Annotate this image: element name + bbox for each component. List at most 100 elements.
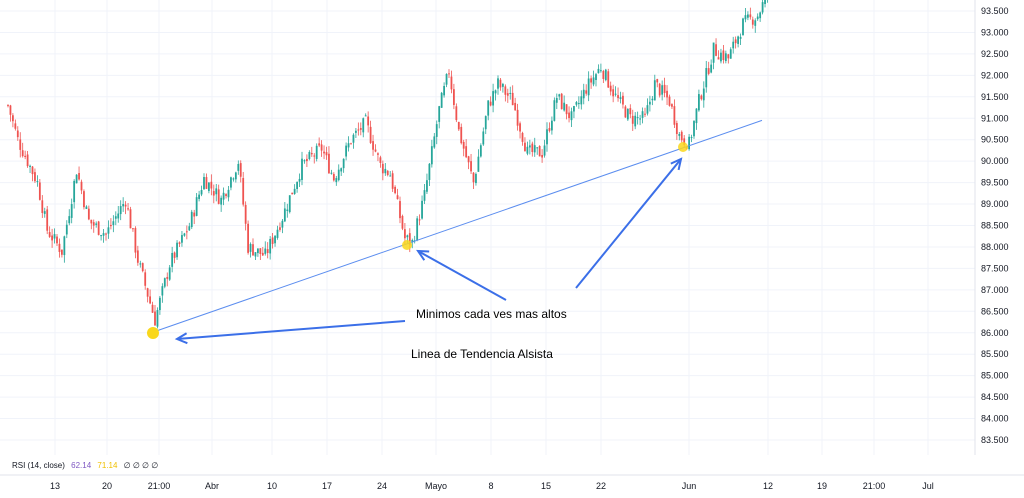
candle-body bbox=[43, 211, 46, 214]
candle-body bbox=[73, 180, 76, 203]
candle-body bbox=[580, 96, 583, 105]
candle-body bbox=[467, 156, 470, 163]
candle-body bbox=[688, 136, 690, 150]
price-tick-label: 85.500 bbox=[981, 349, 1009, 359]
price-tick-label: 86.500 bbox=[981, 306, 1009, 316]
candle-body bbox=[105, 233, 107, 235]
time-axis[interactable]: 13 20 21:00 Abr 10 17 24 Mayo 8 15 22 Jun 12 19 21:00 J… bbox=[50, 481, 934, 491]
candle-body bbox=[724, 53, 727, 62]
candle-body bbox=[720, 52, 722, 62]
candle-body bbox=[433, 136, 436, 148]
candle-body bbox=[695, 108, 698, 124]
candle-body bbox=[619, 97, 622, 100]
candle-body bbox=[646, 105, 649, 114]
candle-body bbox=[171, 252, 174, 267]
candle-body bbox=[379, 157, 382, 163]
candle-body bbox=[457, 121, 460, 130]
candle-body bbox=[421, 200, 423, 219]
candle-body bbox=[61, 249, 63, 255]
arrow-head bbox=[416, 249, 430, 261]
candle-body bbox=[401, 215, 404, 229]
candle-body bbox=[276, 229, 279, 238]
candle-body bbox=[41, 200, 44, 213]
candle-body bbox=[609, 85, 612, 92]
price-tick-label: 88.000 bbox=[981, 242, 1009, 252]
candle-body bbox=[149, 296, 151, 304]
candle-body bbox=[288, 195, 291, 213]
candle-body bbox=[345, 145, 347, 157]
candle-body bbox=[377, 153, 379, 155]
candle-body bbox=[129, 209, 132, 229]
annotation-trendline-title: Linea de Tendencia Alsista bbox=[411, 347, 553, 361]
candle-body bbox=[247, 223, 249, 253]
candle-body bbox=[58, 243, 61, 252]
candle-body bbox=[159, 297, 161, 311]
candle-body bbox=[408, 233, 411, 245]
candle-body bbox=[389, 175, 392, 177]
candle-body bbox=[203, 177, 205, 190]
candle-body bbox=[225, 194, 227, 197]
candle-body bbox=[617, 95, 619, 99]
swing-low-marker bbox=[147, 327, 159, 339]
candle-body bbox=[19, 139, 22, 150]
candle-body bbox=[759, 12, 762, 19]
candle-body bbox=[367, 116, 370, 126]
candle-body bbox=[107, 227, 110, 234]
candle-body bbox=[56, 236, 58, 244]
candle-body bbox=[428, 163, 431, 180]
arrow-shaft bbox=[575, 158, 682, 289]
candle-body bbox=[751, 19, 754, 25]
candle-body bbox=[533, 145, 536, 153]
candle-body bbox=[347, 143, 350, 148]
candle-body bbox=[381, 163, 384, 174]
candle-body bbox=[754, 20, 757, 26]
candle-body bbox=[372, 141, 374, 150]
candle-body bbox=[279, 227, 281, 230]
candle-body bbox=[394, 186, 396, 194]
candle-body bbox=[649, 101, 651, 105]
candle-body bbox=[80, 181, 83, 191]
candle-body bbox=[87, 208, 90, 220]
candle-body bbox=[70, 204, 73, 218]
candle-body bbox=[144, 272, 147, 286]
candle-body bbox=[511, 92, 514, 106]
candle-body bbox=[188, 226, 191, 231]
candle-body bbox=[323, 151, 325, 154]
candle-body bbox=[374, 149, 377, 152]
price-axis[interactable]: 93.500 93.000 92.500 92.000 91.500 91.000 90.5… bbox=[981, 6, 1009, 445]
candle-body bbox=[68, 216, 71, 224]
candle-body bbox=[249, 243, 252, 252]
candle-body bbox=[453, 89, 455, 105]
candle-body bbox=[195, 197, 198, 216]
candle-body bbox=[362, 118, 365, 133]
candle-body bbox=[286, 209, 289, 211]
price-tick-label: 89.500 bbox=[981, 178, 1009, 188]
candle-body bbox=[693, 120, 695, 137]
candle-body bbox=[303, 160, 306, 162]
candle-body bbox=[234, 172, 237, 180]
candle-body bbox=[102, 233, 105, 236]
trend-line[interactable] bbox=[156, 119, 763, 332]
candle-body bbox=[411, 240, 414, 243]
candle-body bbox=[607, 71, 610, 88]
candle-body bbox=[629, 108, 632, 115]
price-tick-label: 90.500 bbox=[981, 135, 1009, 145]
price-tick-label: 88.500 bbox=[981, 221, 1009, 231]
candle-body bbox=[604, 69, 607, 81]
candle-body bbox=[700, 95, 703, 100]
candle-body bbox=[717, 57, 720, 60]
candle-body bbox=[715, 44, 717, 56]
candle-body bbox=[744, 15, 747, 20]
candle-body bbox=[514, 102, 517, 111]
candle-body bbox=[602, 71, 605, 79]
time-tick-label: 22 bbox=[596, 481, 606, 491]
candle-body bbox=[592, 77, 595, 85]
time-tick-label: 19 bbox=[817, 481, 827, 491]
candle-body bbox=[543, 145, 546, 156]
price-tick-label: 85.000 bbox=[981, 371, 1009, 381]
candle-body bbox=[396, 195, 399, 200]
candle-body bbox=[756, 16, 759, 20]
rsi-indicator-legend[interactable]: RSI (14, close) 62.14 71.14 ∅ ∅ ∅ ∅ bbox=[12, 461, 158, 470]
candle-body bbox=[729, 49, 732, 59]
